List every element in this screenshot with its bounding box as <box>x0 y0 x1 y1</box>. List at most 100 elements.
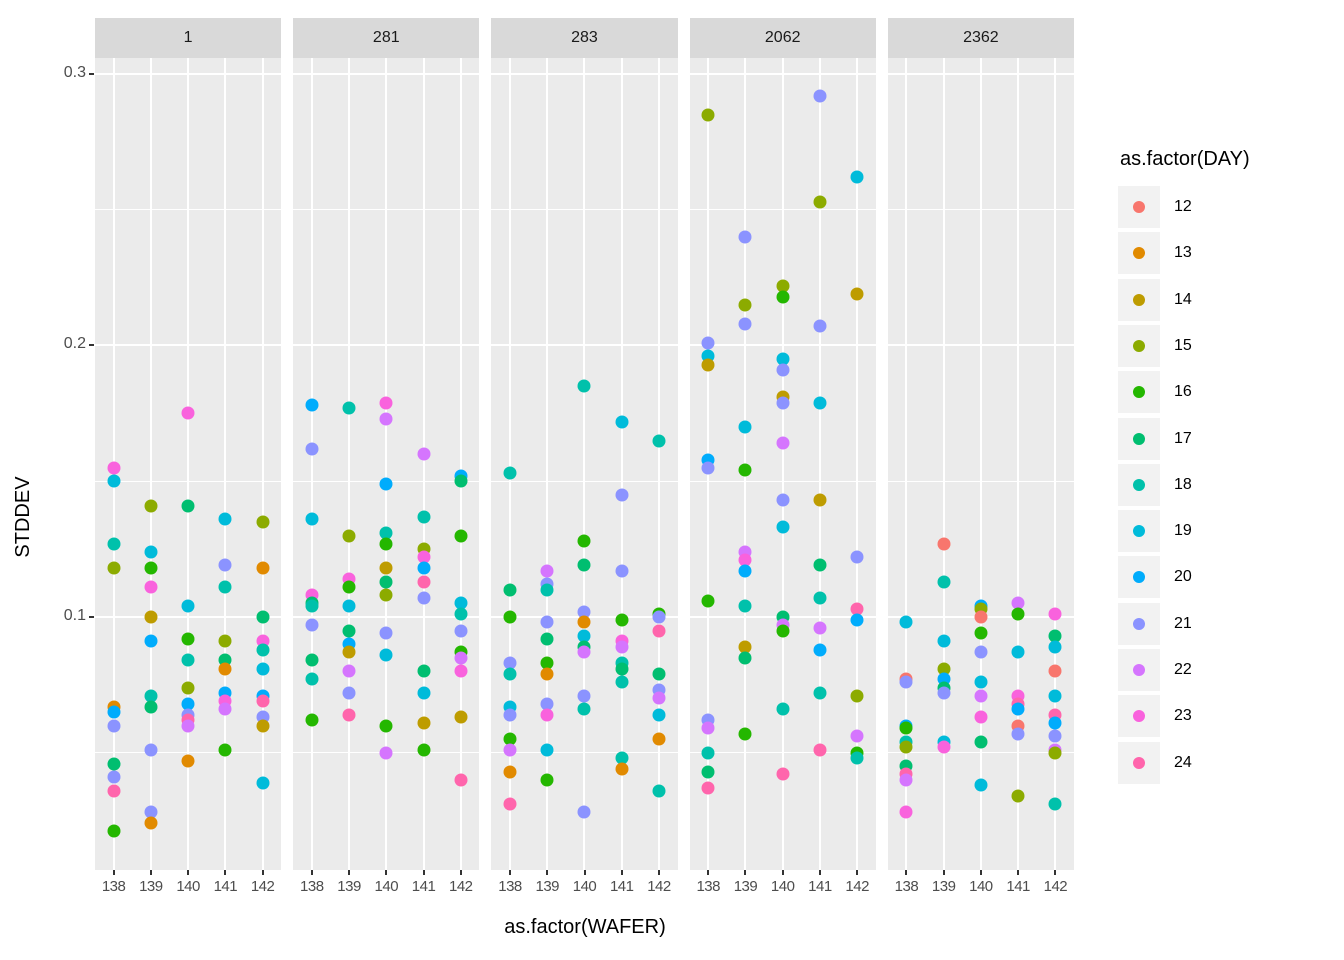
x-axis-tick <box>818 870 821 875</box>
data-point <box>899 675 913 689</box>
x-tick-label: 139 <box>337 878 361 895</box>
data-point <box>379 561 393 575</box>
gridline-x-major <box>856 58 859 870</box>
data-point <box>379 526 393 540</box>
data-point <box>256 643 270 657</box>
data-point <box>181 697 195 711</box>
legend-key-dot <box>1133 293 1145 306</box>
data-point <box>738 553 752 567</box>
data-point <box>1048 664 1062 678</box>
data-point <box>107 461 121 475</box>
data-point <box>1048 729 1062 743</box>
legend-key <box>1118 278 1160 321</box>
gridline-x-major <box>583 58 586 870</box>
data-point <box>144 816 158 830</box>
legend-key <box>1118 556 1160 599</box>
data-point <box>738 727 752 741</box>
data-point <box>974 610 988 624</box>
data-point <box>342 401 356 415</box>
gridline-x-major <box>149 58 152 870</box>
legend-key <box>1118 510 1160 553</box>
data-point <box>776 624 790 638</box>
data-point <box>615 488 629 502</box>
legend-key-dot <box>1133 710 1145 723</box>
facet-strip: 1 <box>95 18 282 58</box>
data-point <box>615 640 629 654</box>
data-point <box>454 664 468 678</box>
data-point <box>1011 645 1025 659</box>
legend-key <box>1118 232 1160 275</box>
data-point <box>503 708 517 722</box>
gridline-x-major <box>385 58 388 870</box>
data-point <box>974 735 988 749</box>
gridline-x-major <box>310 58 313 870</box>
x-axis-tick <box>187 870 190 875</box>
data-point <box>417 716 431 730</box>
data-point <box>417 664 431 678</box>
data-point <box>701 358 715 371</box>
gridline-x-major <box>1017 58 1020 870</box>
x-tick-label: 139 <box>139 878 163 895</box>
legend-entry-label: 20 <box>1174 568 1192 586</box>
legend-entry-label: 18 <box>1174 475 1192 493</box>
facet-strip: 2062 <box>689 18 876 58</box>
data-point <box>342 529 356 543</box>
data-point <box>379 648 393 662</box>
y-tick-label: 0.1 <box>63 606 86 624</box>
data-point <box>776 279 790 293</box>
legend-entry-label: 24 <box>1174 753 1192 771</box>
data-point <box>218 662 232 676</box>
data-point <box>305 672 319 686</box>
data-point <box>974 710 988 724</box>
x-tick-label: 142 <box>845 878 869 895</box>
data-point <box>1048 640 1062 654</box>
data-point <box>540 667 554 681</box>
data-point <box>379 626 393 640</box>
x-axis-tick <box>112 870 115 875</box>
data-point <box>937 634 951 648</box>
x-axis-tick <box>657 870 660 875</box>
data-point <box>107 537 121 551</box>
data-point <box>218 634 232 648</box>
data-point <box>738 230 752 244</box>
data-point <box>813 89 827 103</box>
data-point <box>503 732 517 746</box>
legend-key-dot <box>1133 617 1145 630</box>
x-tick-label: 139 <box>733 878 758 895</box>
data-point <box>701 765 715 779</box>
data-point <box>776 352 790 366</box>
x-axis-tick <box>979 870 982 875</box>
x-axis-tick <box>261 870 264 875</box>
data-point <box>540 632 554 646</box>
legend-key-dot <box>1133 339 1145 352</box>
facet-panel <box>95 58 282 870</box>
data-point <box>503 656 517 670</box>
data-point <box>577 689 591 703</box>
x-tick-label: 141 <box>213 878 238 895</box>
gridline-x-major <box>348 58 351 870</box>
gridline-x-major <box>620 58 623 870</box>
data-point <box>342 664 356 678</box>
gridline-x-major <box>905 58 908 870</box>
data-point <box>850 287 864 301</box>
data-point <box>218 580 232 594</box>
facet-strip: 283 <box>491 18 678 58</box>
data-point <box>813 591 827 605</box>
data-point <box>813 643 827 657</box>
data-point <box>974 626 988 640</box>
x-tick-label: 141 <box>609 878 634 895</box>
data-point <box>701 746 715 760</box>
data-point <box>652 732 666 746</box>
data-point <box>974 675 988 689</box>
data-point <box>615 751 629 765</box>
legend-entry-label: 12 <box>1174 198 1192 215</box>
data-point <box>701 461 715 475</box>
data-point <box>540 583 554 597</box>
legend-key <box>1118 371 1160 414</box>
data-point <box>256 610 270 624</box>
data-point <box>379 719 393 733</box>
data-point <box>738 463 752 477</box>
x-tick-label: 140 <box>176 878 200 895</box>
data-point <box>813 621 827 635</box>
data-point <box>342 580 356 594</box>
